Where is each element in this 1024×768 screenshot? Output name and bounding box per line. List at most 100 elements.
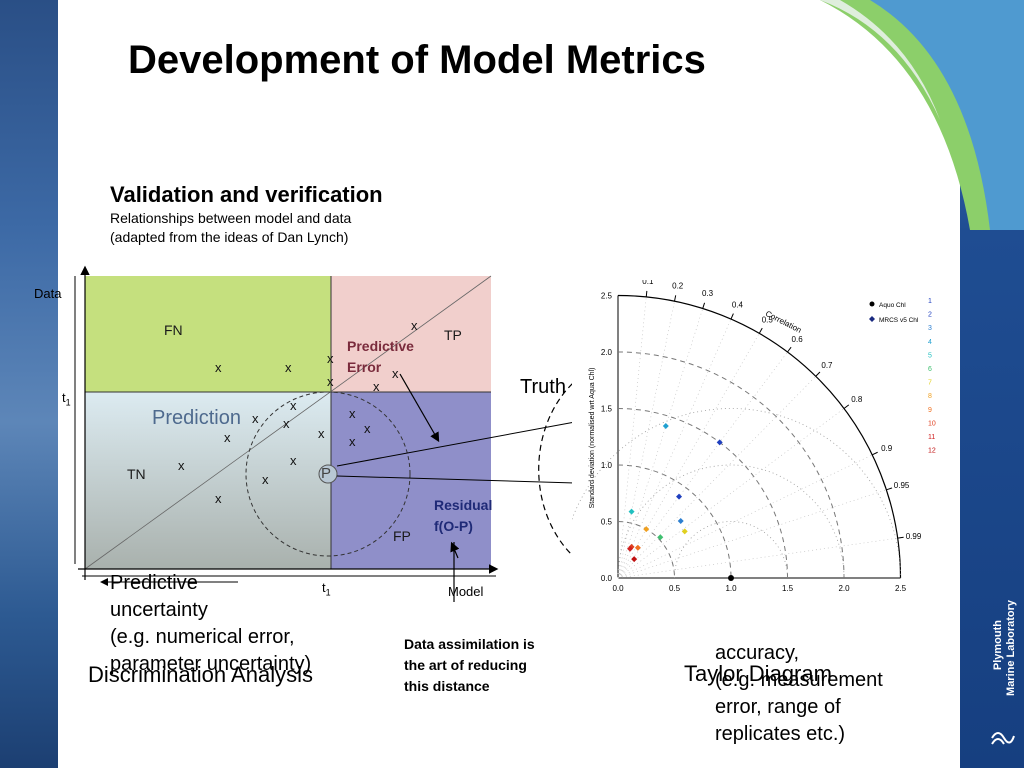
predictive-uncertainty-line4: parameter uncertainty) — [110, 653, 312, 675]
taylor-diagram: 0.10.20.30.40.50.60.70.80.90.950.99Corre… — [561, 277, 936, 593]
taylor-data-point — [657, 534, 664, 541]
t1-y-label: t1 — [62, 390, 71, 408]
subline-adapted: (adapted from the ideas of Dan Lynch) — [110, 229, 349, 245]
accuracy-line4: replicates etc.) — [715, 723, 846, 745]
x-mark: x — [318, 426, 325, 441]
taylor-y-tick: 1.5 — [601, 405, 613, 414]
logo-marine-laboratory: Marine Laboratory — [1005, 600, 1017, 696]
correlation-radial — [617, 318, 732, 579]
series-number: 12 — [928, 448, 936, 455]
section-heading: Validation and verification — [110, 182, 383, 207]
x-mark: x — [327, 351, 334, 366]
taylor-x-tick: 2.0 — [838, 584, 850, 593]
correlation-tick — [787, 346, 792, 353]
taylor-rms-arc — [674, 521, 788, 579]
correlation-tick-label: 0.6 — [792, 335, 804, 344]
taylor-y-label: Standard deviation (normalised wrt Aqua … — [589, 368, 596, 509]
correlation-radial — [617, 301, 675, 579]
taylor-y-tick: 2.5 — [601, 292, 613, 301]
logo-wave-icon — [991, 732, 1015, 745]
truth-line-lower — [336, 475, 576, 484]
taylor-y-tick: 2.0 — [601, 348, 613, 357]
label-fn: FN — [164, 322, 183, 338]
series-number: 2 — [928, 312, 932, 319]
truth-label: Truth — [520, 376, 566, 398]
x-mark: x — [364, 421, 371, 436]
correlation-tick — [674, 295, 677, 302]
accuracy-line1: accuracy, — [715, 642, 800, 664]
accuracy-line2: (e.g. measurement — [715, 669, 883, 691]
predictive-uncertainty-line2: uncertainty — [110, 599, 208, 621]
truth-line-upper — [336, 421, 576, 467]
taylor-data-point — [631, 556, 638, 563]
taylor-data-point — [628, 508, 635, 515]
taylor-data-point — [676, 493, 683, 500]
taylor-rms-arc — [561, 408, 901, 579]
correlation-radial — [617, 454, 873, 579]
x-mark: x — [224, 430, 231, 445]
taylor-outer-arc — [617, 294, 902, 579]
legend-aquo-marker — [869, 301, 875, 307]
taylor-data-point — [628, 543, 635, 550]
x-mark: x — [285, 360, 292, 375]
taylor-y-tick: 0.0 — [601, 574, 613, 583]
predictive-error-line2: Error — [347, 359, 382, 375]
taylor-x-tick: 2.5 — [895, 584, 907, 593]
series-number: 8 — [928, 393, 932, 400]
series-number: 1 — [928, 298, 932, 305]
correlation-radial — [617, 408, 845, 579]
series-number: 7 — [928, 380, 932, 387]
taylor-data-point — [634, 544, 641, 551]
legend-mrcs-marker — [869, 316, 875, 322]
correlation-tick-label: 0.4 — [732, 300, 744, 309]
correlation-tick — [886, 487, 893, 491]
correlation-radial — [617, 489, 887, 579]
series-number: 5 — [928, 352, 932, 359]
taylor-data-point — [716, 439, 723, 446]
taylor-std-arc — [617, 351, 845, 579]
taylor-std-arc — [617, 408, 788, 579]
taylor-y-tick: 1.0 — [601, 461, 613, 470]
taylor-data-point — [662, 423, 669, 430]
legend-aquo-label: Aquo Chl — [879, 302, 906, 309]
diagonal-line — [84, 275, 492, 570]
taylor-data-point — [627, 545, 634, 552]
label-fp: FP — [393, 528, 411, 544]
residual-arrow — [450, 541, 460, 559]
reference-point — [728, 575, 734, 581]
correlation-tick-label: 0.7 — [821, 361, 833, 370]
taylor-std-arc — [617, 521, 675, 579]
prediction-label: Prediction — [152, 407, 241, 429]
x-mark: x — [290, 453, 297, 468]
x-mark: x — [262, 472, 269, 487]
series-number: 10 — [928, 420, 936, 427]
correlation-tick — [702, 302, 706, 309]
correlation-tick-label: 0.2 — [672, 282, 684, 291]
series-number: 3 — [928, 325, 932, 332]
quadrant-fp — [331, 392, 491, 569]
correlation-tick-label: 0.99 — [906, 532, 922, 541]
x-mark: x — [252, 411, 259, 426]
taylor-data-point — [643, 526, 650, 533]
x-mark: x — [327, 374, 334, 389]
taylor-x-tick: 1.5 — [782, 584, 794, 593]
correlation-tick-label: 0.5 — [762, 315, 774, 324]
axis-model-label: Model — [448, 584, 484, 599]
label-tp: TP — [444, 327, 462, 343]
series-number: 6 — [928, 366, 932, 373]
correlation-tick — [730, 313, 734, 320]
x-mark: x — [411, 318, 418, 333]
quadrant-fn — [85, 276, 331, 392]
left-decorative-strip — [0, 0, 58, 768]
correlation-tick-label: 0.8 — [851, 395, 863, 404]
t1-x-label: t1 — [322, 580, 331, 598]
predictive-error-arrow — [399, 373, 440, 443]
correlation-tick — [843, 404, 850, 409]
taylor-data-point — [681, 528, 688, 535]
legend-mrcs-label: MRCS v5 Chl — [879, 317, 919, 324]
x-mark: x — [373, 379, 380, 394]
taylor-x-tick: 1.0 — [725, 584, 737, 593]
p-marker-label: P — [321, 465, 332, 482]
x-mark: x — [349, 434, 356, 449]
taylor-diagram-panel: 0.1 0.2 0.3 0.4 0.5 0.6 0.7 0.8 0.9 0.95 0.99 Corre… — [561, 277, 960, 600]
